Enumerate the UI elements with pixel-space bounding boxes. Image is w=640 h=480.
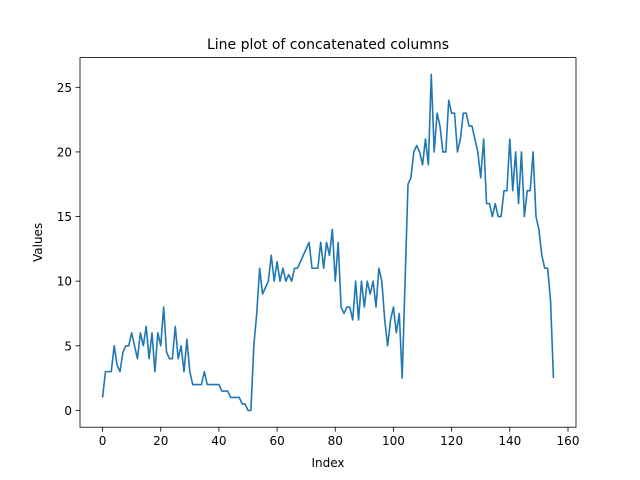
y-axis: 0 5 10 15 20 25: [57, 81, 80, 418]
y-tick-label: 15: [57, 210, 72, 224]
x-tick-label: 60: [269, 434, 284, 448]
y-axis-label: Values: [31, 223, 45, 262]
x-tick-label: 40: [211, 434, 226, 448]
chart-title: Line plot of concatenated columns: [207, 37, 449, 53]
x-axis: 0 20 40 60 80 100 120 140 160: [99, 427, 580, 448]
axes-frame: [79, 57, 577, 428]
y-tick-label: 5: [64, 339, 72, 353]
x-tick-label: 120: [440, 434, 463, 448]
x-tick-label: 100: [382, 434, 405, 448]
series-line-0: [101, 73, 555, 412]
x-tick-label: 20: [153, 434, 168, 448]
x-tick-label: 160: [557, 434, 580, 448]
x-tick-label: 80: [328, 434, 343, 448]
x-axis-label: Index: [311, 456, 344, 470]
plot-area: [101, 73, 555, 412]
y-tick-label: 10: [57, 275, 72, 289]
y-tick-label: 25: [57, 81, 72, 95]
x-tick-label: 140: [498, 434, 521, 448]
x-tick-label: 0: [99, 434, 107, 448]
y-tick-label: 0: [64, 404, 72, 418]
y-tick-label: 20: [57, 145, 72, 159]
